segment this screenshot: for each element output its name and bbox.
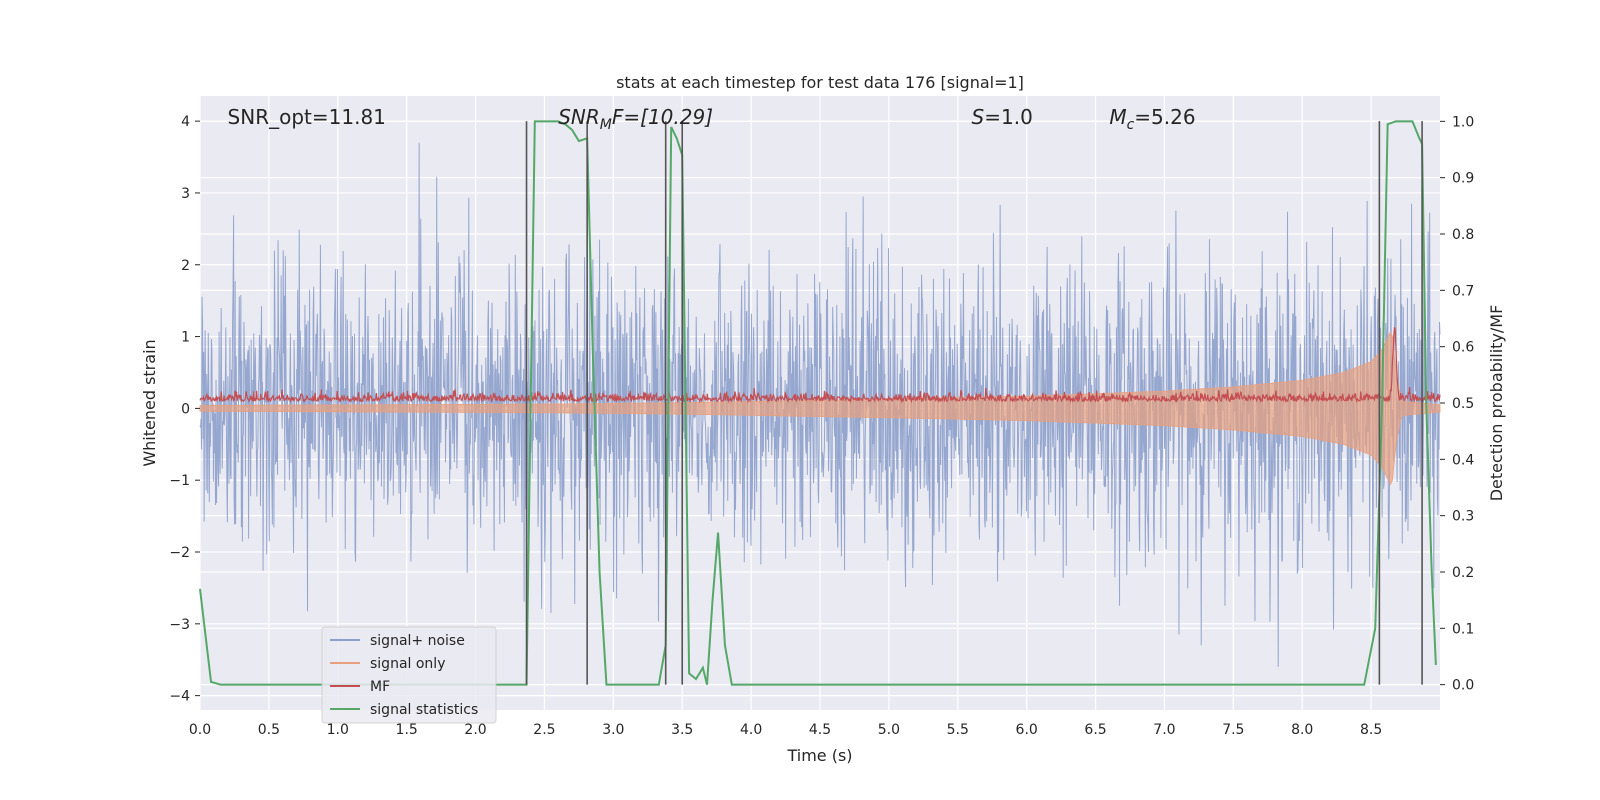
x-tick-label: 6.5 [1084, 722, 1106, 738]
signal-envelope [199, 331, 1441, 486]
y2-tick-label: 1.0 [1452, 114, 1474, 130]
y2-tick-label: 0.8 [1452, 227, 1474, 243]
noise-series [199, 142, 1441, 667]
annotation-subscript: M [600, 117, 612, 133]
chart-title: stats at each timestep for test data 176… [616, 73, 1024, 92]
legend-label-mf: MF [370, 679, 390, 695]
y-axis-ticks: 4 3 2 1 0 −1 −2 −3 −4 [169, 114, 200, 705]
y-tick-label: −4 [169, 689, 190, 705]
mf-series [199, 326, 1441, 404]
annotation-subscript: c [1127, 117, 1135, 133]
annotation-part: =1.0 [984, 105, 1033, 129]
y-tick-label: −2 [169, 545, 190, 561]
x-tick-label: 4.5 [809, 722, 831, 738]
annotation-part: F=[10.29] [612, 105, 713, 129]
legend-label-signal: signal only [370, 656, 445, 672]
y2-tick-label: 0.4 [1452, 452, 1474, 468]
legend: signal+ noise signal only MF signal stat… [321, 626, 497, 724]
x-tick-label: 1.5 [396, 722, 418, 738]
y2-tick-label: 0.1 [1452, 621, 1474, 637]
x-axis-ticks: 0.0 0.5 1.0 1.5 2.0 2.5 3.0 3.5 4.0 4.5 5.0 5.5 6.0 6… [189, 722, 1382, 738]
legend-box [321, 626, 497, 724]
annotations: SNR_opt=11.81 SNRMF=[10.29] S=1.0 Mc=5.26 [228, 105, 1196, 133]
x-tick-label: 4.0 [740, 722, 762, 738]
annotation-part: S [972, 105, 985, 129]
y-tick-label: 1 [181, 330, 190, 346]
x-tick-label: 8.0 [1291, 722, 1313, 738]
x-tick-label: 5.0 [878, 722, 900, 738]
x-tick-label: 8.5 [1360, 722, 1382, 738]
x-tick-label: 5.5 [947, 722, 969, 738]
mf-line [199, 326, 1441, 404]
x-tick-label: 6.0 [1016, 722, 1038, 738]
noise-line [199, 142, 1441, 667]
y-tick-label: −1 [169, 473, 190, 489]
y-tick-label: 3 [181, 186, 190, 202]
y2-tick-label: 0.7 [1452, 283, 1474, 299]
annotation-text: Mc=5.26 [1109, 105, 1195, 133]
y2-tick-label: 0.0 [1452, 678, 1474, 694]
x-tick-label: 7.0 [1153, 722, 1175, 738]
y2-tick-label: 0.2 [1452, 565, 1474, 581]
x-axis-label: Time (s) [786, 746, 852, 765]
x-tick-label: 3.5 [671, 722, 693, 738]
legend-label-stats: signal statistics [370, 702, 478, 718]
annotation-text: SNR_opt=11.81 [228, 105, 386, 129]
x-tick-label: 2.0 [464, 722, 486, 738]
x-tick-label: 0.5 [258, 722, 280, 738]
x-tick-label: 0.0 [189, 722, 211, 738]
y-tick-label: −3 [169, 617, 190, 633]
y-tick-label: 0 [181, 401, 190, 417]
annotation-text: SNRMF=[10.29] [558, 105, 713, 133]
y2-tick-label: 0.9 [1452, 171, 1474, 187]
y2-tick-label: 0.6 [1452, 340, 1474, 356]
y-tick-label: 2 [181, 258, 190, 274]
legend-label-noise: signal+ noise [370, 633, 465, 649]
x-tick-label: 7.5 [1222, 722, 1244, 738]
y-tick-label: 4 [181, 114, 190, 130]
annotation-part: M [1109, 105, 1126, 129]
annotation-part: SNR [558, 105, 600, 129]
y2-axis-label: Detection probability/MF [1487, 305, 1506, 502]
x-tick-label: 2.5 [533, 722, 555, 738]
y2-tick-label: 0.5 [1452, 396, 1474, 412]
y-axis-label: Whitened strain [140, 339, 159, 466]
annotation-part: =5.26 [1134, 105, 1195, 129]
signal-series [199, 331, 1441, 486]
y2-axis-ticks: 1.0 0.9 0.8 0.7 0.6 0.5 0.4 0.3 0.2 0.1 0.0 [1440, 114, 1474, 694]
y2-tick-label: 0.3 [1452, 509, 1474, 525]
x-tick-label: 3.0 [602, 722, 624, 738]
annotation-part: SNR_opt=11.81 [228, 105, 386, 129]
vertical-lines [525, 121, 1423, 685]
x-tick-label: 1.0 [327, 722, 349, 738]
annotation-text: S=1.0 [972, 105, 1033, 129]
